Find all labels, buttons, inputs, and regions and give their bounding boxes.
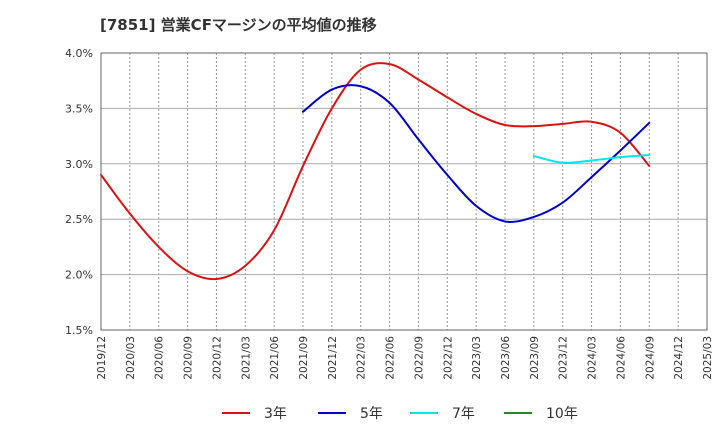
x-axis: 2019/12 2020/03 2020/06 2020/09 2020/12 2021/… bbox=[96, 336, 714, 380]
y-tick-label: 4.0% bbox=[65, 47, 93, 60]
y-tick-label: 2.5% bbox=[65, 213, 93, 226]
x-tick-label: 2024/09 bbox=[644, 336, 656, 380]
plot-area bbox=[101, 53, 707, 330]
x-tick-label: 2021/12 bbox=[327, 336, 339, 380]
y-tick-label: 3.5% bbox=[65, 102, 93, 115]
x-tick-label: 2023/03 bbox=[471, 336, 483, 380]
series-line-3 bbox=[532, 153, 651, 164]
legend-label: 5年 bbox=[360, 406, 383, 422]
legend-label: 7年 bbox=[452, 406, 475, 422]
x-tick-label: 2021/06 bbox=[269, 336, 281, 380]
legend: 3年 5年 7年 10年 bbox=[222, 406, 578, 422]
x-tick-label: 2023/12 bbox=[558, 336, 570, 380]
x-tick-label: 2020/12 bbox=[211, 336, 223, 380]
x-tick-label: 2022/12 bbox=[442, 336, 454, 380]
plot-frame bbox=[100, 52, 708, 331]
chart-title: [7851] 営業CFマージンの平均値の推移 bbox=[100, 16, 377, 34]
x-tick-label: 2022/06 bbox=[385, 336, 397, 380]
x-tick-label: 2023/06 bbox=[500, 336, 512, 380]
x-tick-label: 2024/03 bbox=[587, 336, 599, 380]
y-tick-label: 2.0% bbox=[65, 269, 93, 282]
x-tick-label: 2024/06 bbox=[615, 336, 627, 380]
y-tick-label: 1.5% bbox=[65, 324, 93, 337]
x-tick-label: 2020/06 bbox=[154, 336, 166, 380]
series-line-1 bbox=[100, 62, 651, 281]
x-tick-label: 2021/09 bbox=[298, 336, 310, 380]
y-axis: 1.5% 2.0% 2.5% 3.0% 3.5% 4.0% bbox=[65, 47, 93, 337]
x-tick-label: 2020/03 bbox=[125, 336, 137, 380]
series-lines bbox=[100, 62, 651, 281]
legend-label: 10年 bbox=[546, 406, 578, 422]
x-tick-label: 2020/09 bbox=[183, 336, 195, 380]
x-tick-label: 2022/03 bbox=[356, 336, 368, 380]
x-tick-label: 2023/09 bbox=[529, 336, 541, 380]
series-line-2 bbox=[302, 84, 651, 223]
y-tick-label: 3.0% bbox=[65, 158, 93, 171]
x-tick-label: 2019/12 bbox=[96, 336, 108, 380]
legend-label: 3年 bbox=[264, 406, 287, 422]
x-tick-label: 2024/12 bbox=[673, 336, 685, 380]
x-tick-label: 2021/03 bbox=[240, 336, 252, 380]
x-tick-label: 2022/09 bbox=[413, 336, 425, 380]
x-tick-label: 2025/03 bbox=[702, 336, 714, 380]
